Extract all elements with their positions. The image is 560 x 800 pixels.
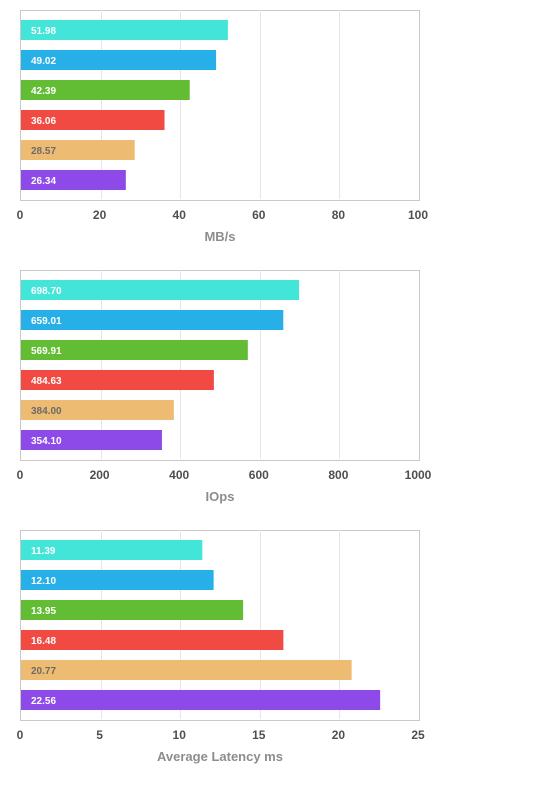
plot-frame: [20, 10, 420, 201]
bar: [21, 50, 217, 70]
bar-value-label: 354.10: [31, 436, 62, 447]
bar-value-label: 12.10: [31, 576, 56, 587]
x-tick-label: 0: [17, 728, 24, 742]
bar-value-label: 42.39: [31, 86, 56, 97]
bar: [21, 370, 214, 390]
bar: [21, 20, 228, 40]
x-tick-label: 40: [173, 208, 187, 222]
x-tick-label: 20: [332, 728, 346, 742]
x-tick-label: 200: [90, 468, 110, 482]
bar-value-label: 20.77: [31, 666, 56, 677]
bar-value-label: 51.98: [31, 26, 56, 37]
x-axis-title: Average Latency ms: [157, 749, 283, 764]
bar-value-label: 659.01: [31, 316, 62, 327]
bar: [21, 690, 381, 710]
iops-chart-svg: 698.70 659.01 569.91 484.63 384.00 354.10 0 200…: [17, 270, 432, 504]
bar-value-label: 384.00: [31, 406, 62, 417]
bar-value-label: 36.06: [31, 116, 56, 127]
bar: [21, 400, 174, 420]
bar: [21, 600, 244, 620]
x-tick-label: 80: [332, 208, 346, 222]
bar-value-label: 22.56: [31, 696, 56, 707]
throughput-chart: 51.98 49.02 42.39 36.06 28.57 26.34 0 20 40 60 80 1…: [0, 0, 560, 260]
bar-value-label: 11.39: [31, 546, 56, 557]
x-tick-label: 10: [173, 728, 187, 742]
bar: [21, 80, 190, 100]
bar-value-label: 569.91: [31, 346, 62, 357]
plot-frame: [20, 270, 420, 461]
x-tick-label: 20: [93, 208, 107, 222]
iops-chart: 698.70 659.01 569.91 484.63 384.00 354.10 0 200…: [0, 260, 560, 520]
bar-value-label: 698.70: [31, 286, 62, 297]
latency-chart: 11.39 12.10 13.95 16.48 20.77 22.56 0 5 10 15 20 25…: [0, 520, 560, 780]
x-tick-label: 5: [96, 728, 103, 742]
plot-frame: [20, 530, 420, 721]
x-tick-label: 600: [249, 468, 269, 482]
bar: [21, 340, 248, 360]
x-tick-label: 15: [252, 728, 266, 742]
x-tick-label: 100: [408, 208, 428, 222]
x-tick-label: 800: [328, 468, 348, 482]
bar-value-label: 28.57: [31, 146, 56, 157]
x-tick-label: 0: [17, 208, 24, 222]
bar: [21, 540, 203, 560]
x-tick-label: 60: [252, 208, 266, 222]
x-tick-label: 1000: [405, 468, 432, 482]
x-tick-label: 25: [411, 728, 425, 742]
bar: [21, 110, 165, 130]
bar: [21, 630, 284, 650]
x-tick-label: 0: [17, 468, 24, 482]
bar-value-label: 484.63: [31, 376, 62, 387]
bar: [21, 170, 126, 190]
x-axis-title: IOps: [206, 489, 235, 504]
bar: [21, 570, 214, 590]
bar: [21, 140, 135, 160]
x-axis-title: MB/s: [204, 229, 235, 244]
bar: [21, 280, 300, 300]
bar: [21, 310, 284, 330]
bar-value-label: 13.95: [31, 606, 56, 617]
bar-value-label: 26.34: [31, 176, 56, 187]
x-tick-label: 400: [169, 468, 189, 482]
bar-value-label: 16.48: [31, 636, 56, 647]
bar: [21, 660, 352, 680]
bar-value-label: 49.02: [31, 56, 56, 67]
throughput-chart-svg: 51.98 49.02 42.39 36.06 28.57 26.34 0 20 40 60 80 1…: [17, 10, 428, 244]
latency-chart-svg: 11.39 12.10 13.95 16.48 20.77 22.56 0 5 10 15 20 25…: [17, 530, 425, 764]
bar: [21, 430, 162, 450]
